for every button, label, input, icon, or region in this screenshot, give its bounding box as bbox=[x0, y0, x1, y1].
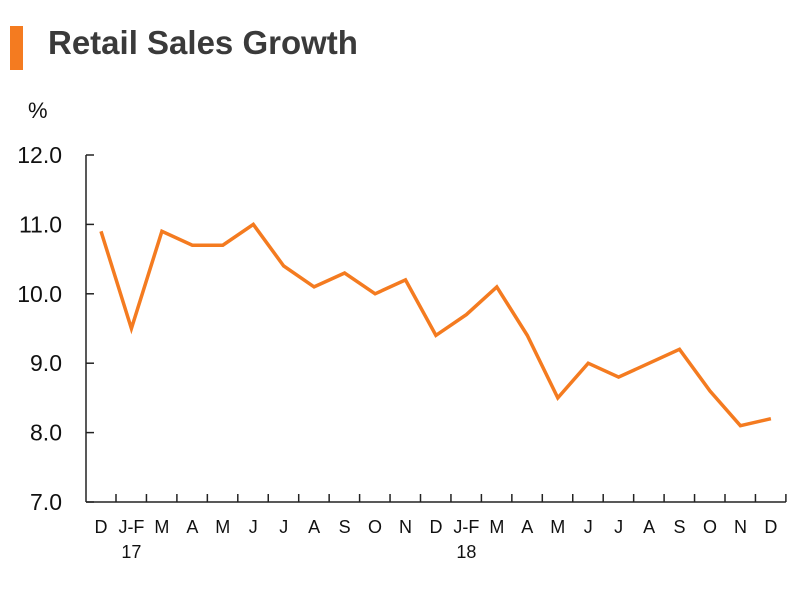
x-tick-label: A bbox=[643, 517, 655, 537]
x-tick-label: J bbox=[279, 517, 288, 537]
x-axis: D J-F M A M J J A S O N D J-F M A M J J A S O N D17 18 bbox=[86, 494, 787, 562]
y-axis: 12.0 11.0 10.0 9.0 8.0 7.0 bbox=[17, 142, 94, 515]
x-tick-label: M bbox=[489, 517, 504, 537]
x-tick-label: A bbox=[521, 517, 533, 537]
x-tick-label: N bbox=[734, 517, 747, 537]
title-accent-bar bbox=[10, 26, 23, 70]
x-tick-label: J bbox=[249, 517, 258, 537]
series-layer bbox=[99, 221, 772, 428]
x-tick-label: N bbox=[399, 517, 412, 537]
y-tick-label: 10.0 bbox=[17, 281, 62, 307]
x-tick-label: D bbox=[95, 517, 108, 537]
x-tick-label: D bbox=[764, 517, 777, 537]
x-tick-label: A bbox=[186, 517, 198, 537]
x-tick-label: M bbox=[550, 517, 565, 537]
x-tick-label: S bbox=[674, 517, 686, 537]
x-year-label: 18 bbox=[456, 542, 476, 562]
chart-title: Retail Sales Growth bbox=[48, 24, 358, 61]
y-axis-unit-label: % bbox=[28, 98, 48, 123]
x-tick-label: J bbox=[584, 517, 593, 537]
x-tick-label: O bbox=[703, 517, 717, 537]
x-tick-label: S bbox=[339, 517, 351, 537]
x-tick-label: O bbox=[368, 517, 382, 537]
x-tick-label: M bbox=[215, 517, 230, 537]
y-tick-label: 12.0 bbox=[17, 142, 62, 168]
x-tick-label: J bbox=[614, 517, 623, 537]
x-tick-label: D bbox=[429, 517, 442, 537]
x-tick-label: M bbox=[154, 517, 169, 537]
x-year-label: 17 bbox=[121, 542, 141, 562]
x-tick-label: A bbox=[308, 517, 320, 537]
y-tick-label: 9.0 bbox=[30, 350, 62, 376]
series-line bbox=[99, 221, 772, 428]
y-tick-label: 8.0 bbox=[30, 420, 62, 446]
y-tick-label: 7.0 bbox=[30, 489, 62, 515]
y-tick-label: 11.0 bbox=[19, 211, 62, 237]
x-tick-label: J-F bbox=[118, 517, 144, 537]
x-tick-label: J-F bbox=[453, 517, 479, 537]
